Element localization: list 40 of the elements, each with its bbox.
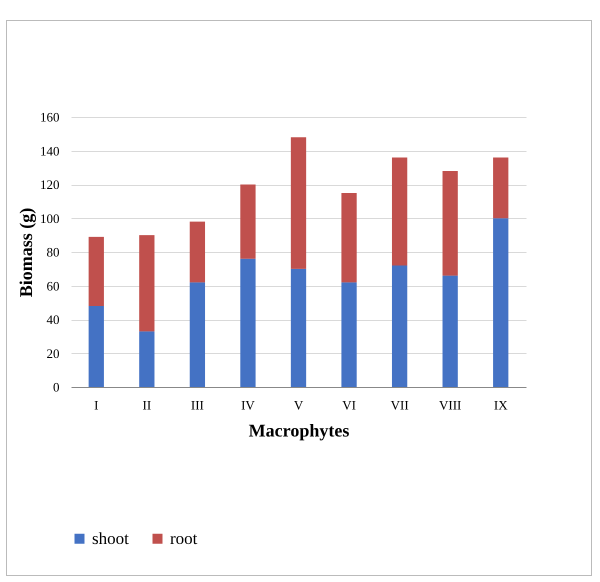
y-tick-label: 140 — [40, 143, 60, 158]
y-tick-label: 0 — [53, 380, 60, 394]
bar — [139, 235, 154, 332]
y-tick-label: 120 — [40, 177, 60, 192]
bar — [290, 268, 306, 387]
bar — [240, 184, 256, 259]
y-axis-title: Biomass (g) — [16, 208, 36, 298]
y-tick-label: 40 — [46, 312, 60, 327]
bar — [341, 192, 357, 282]
bar — [442, 171, 458, 276]
y-tick-label: 20 — [46, 346, 60, 361]
x-tick-label: VIII — [438, 398, 462, 412]
x-tick-label: IX — [494, 398, 508, 412]
bar — [493, 218, 508, 387]
legend-label: root — [170, 528, 198, 548]
y-tick-label: 60 — [46, 278, 60, 294]
legend-label: shoot — [92, 528, 130, 548]
y-tick-label: 100 — [40, 210, 60, 226]
bar — [139, 331, 154, 387]
bar — [88, 236, 104, 306]
x-tick-label: II — [142, 398, 152, 412]
x-tick-label: I — [94, 398, 98, 412]
bar — [341, 282, 357, 387]
y-tick-label: 160 — [40, 110, 60, 124]
bar — [290, 137, 306, 269]
bar — [240, 258, 256, 387]
x-tick-label: VI — [342, 398, 356, 412]
bar — [493, 158, 508, 218]
bar — [392, 266, 408, 387]
x-tick-label: IV — [241, 398, 256, 412]
x-tick-label: V — [294, 398, 304, 412]
x-tick-label: III — [190, 398, 204, 412]
bar — [190, 282, 206, 387]
y-tick-label: 80 — [46, 244, 60, 260]
bar — [442, 276, 458, 387]
x-tick-label: VII — [390, 398, 409, 412]
bar — [392, 158, 408, 266]
x-axis-title: Macrophytes — [248, 420, 350, 440]
bar — [190, 222, 206, 282]
bar — [88, 306, 104, 387]
